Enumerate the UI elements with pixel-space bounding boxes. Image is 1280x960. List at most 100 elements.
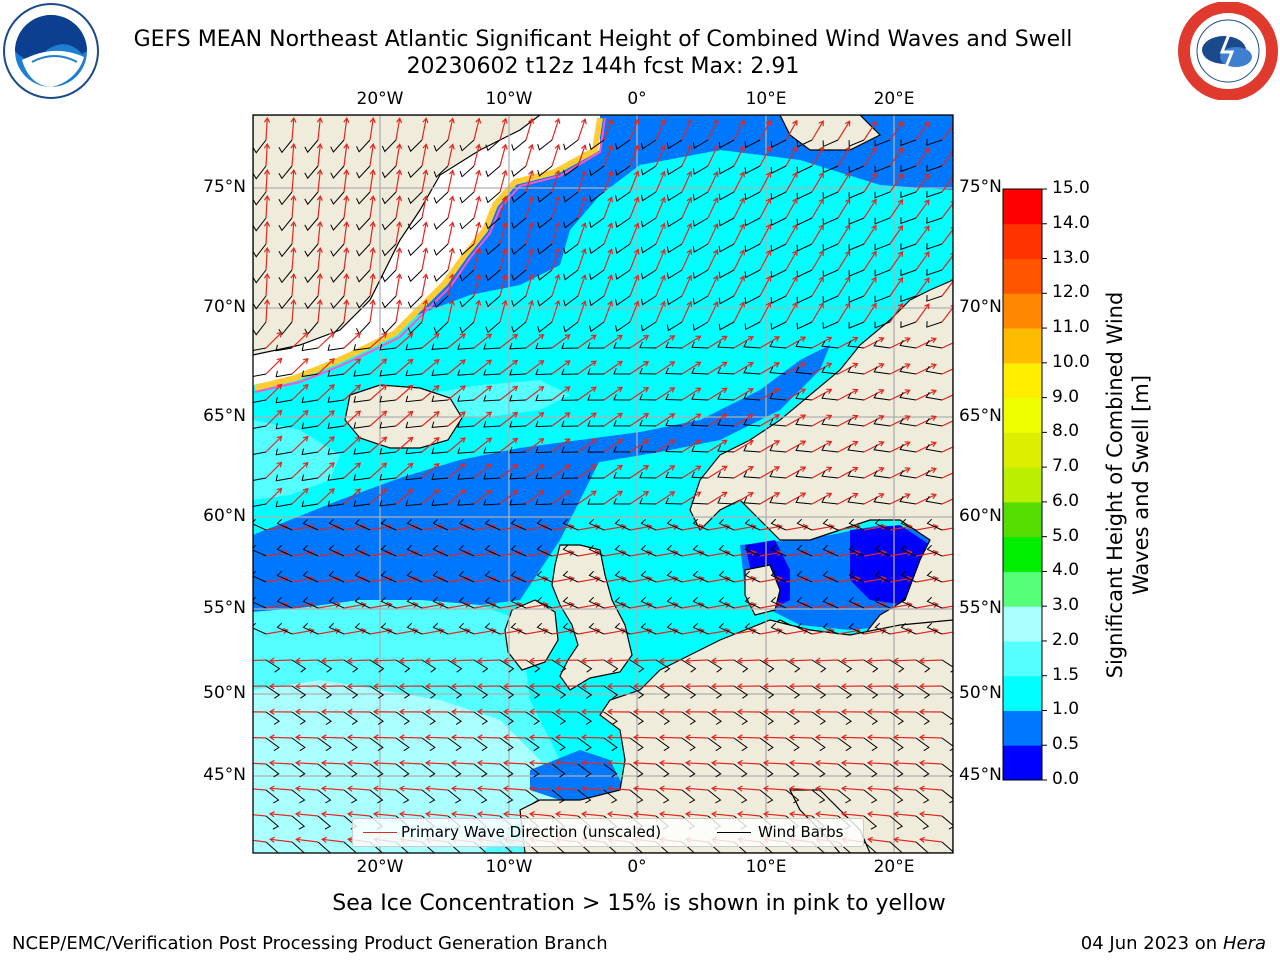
wind-barb [603, 763, 618, 778]
wind-barb [433, 217, 449, 230]
wave-arrow [381, 143, 403, 179]
wave-arrow [509, 386, 545, 402]
wave-arrow [692, 249, 719, 279]
wave-arrow [770, 119, 798, 148]
wave-arrow [398, 708, 436, 725]
wind-barb [900, 243, 917, 251]
wave-arrow [563, 196, 587, 229]
lon-label-top: 0° [627, 89, 647, 109]
wind-barb [278, 217, 293, 232]
wind-barb [535, 368, 553, 376]
wave-arrow [762, 683, 801, 699]
wind-barb [563, 139, 579, 151]
wind-barb [588, 596, 605, 609]
wave-arrow [900, 173, 930, 199]
wave-arrow [561, 464, 597, 479]
wave-arrow [502, 734, 540, 752]
wind-barb [926, 165, 943, 172]
wave-arrow [278, 246, 297, 284]
wave-arrow [509, 438, 545, 454]
colorbar-swatch [1003, 640, 1042, 677]
wave-arrow [450, 683, 489, 699]
wave-arrow [665, 491, 702, 505]
wave-arrow [788, 759, 826, 778]
wind-barb [301, 474, 319, 482]
wind-barb [717, 471, 735, 479]
wave-arrow [632, 708, 670, 725]
wave-arrow [795, 492, 833, 505]
wind-barb [511, 321, 527, 333]
wind-barb [405, 395, 423, 403]
wave-arrow [606, 759, 644, 778]
wind-barb [317, 763, 332, 778]
wave-arrow [587, 490, 623, 505]
wave-arrow [587, 464, 623, 479]
wind-barb [655, 711, 670, 725]
wave-arrow [926, 304, 953, 328]
wind-barb [562, 570, 579, 583]
wave-arrow [502, 759, 540, 778]
wind-barb [681, 685, 697, 699]
wind-barb [510, 518, 527, 531]
wave-arrow [381, 117, 403, 153]
wind-barb [369, 685, 385, 699]
wave-arrow [821, 492, 859, 505]
wave-arrow [278, 298, 297, 336]
wind-barb [483, 343, 501, 350]
wind-barb [483, 369, 501, 376]
wave-arrow [769, 440, 807, 453]
wind-barb [603, 737, 618, 752]
legend-wave-direction: Primary Wave Direction (unscaled) [401, 823, 662, 841]
wind-barb [770, 622, 787, 635]
wind-barb [253, 425, 267, 429]
wave-arrow [717, 414, 754, 427]
wave-arrow [717, 492, 754, 505]
wind-barb [551, 763, 566, 778]
wind-barb [354, 622, 371, 635]
wave-arrow [346, 657, 385, 673]
wind-barb [484, 518, 501, 531]
wind-barb [561, 446, 579, 453]
wave-arrow [639, 465, 676, 479]
wind-barb [353, 448, 371, 455]
lon-label-bottom: 20°W [356, 857, 404, 877]
wind-barb [407, 295, 423, 309]
wave-arrow [275, 357, 309, 378]
colorbar-swatch [1003, 536, 1042, 572]
wave-arrow [866, 785, 904, 804]
wind-barb [614, 518, 631, 531]
colorbar-tick-label: 0.0 [1052, 769, 1080, 789]
wave-arrow [743, 362, 781, 375]
wind-barb [665, 419, 683, 427]
wind-barb [499, 685, 515, 699]
wind-barb [873, 392, 891, 401]
wind-barb [407, 269, 423, 283]
wind-barb [330, 295, 345, 309]
wind-barb [353, 422, 371, 429]
wave-arrow [372, 657, 411, 673]
wind-barb [253, 269, 267, 284]
wave-arrow [381, 169, 403, 205]
wind-barb [421, 685, 437, 699]
wind-barb [432, 544, 449, 557]
wave-arrow [589, 118, 614, 151]
wind-barb [369, 789, 384, 804]
wind-barb [874, 544, 891, 557]
colorbar-tick-label: 11.0 [1052, 317, 1090, 338]
wind-barb [407, 243, 423, 257]
wind-barb [457, 421, 475, 428]
wave-arrow [379, 488, 414, 507]
wind-barb [278, 165, 293, 180]
wind-barb [562, 544, 579, 557]
wind-barb [327, 370, 345, 377]
wind-barb [405, 369, 423, 377]
wave-arrow [814, 734, 852, 752]
wind-barb [743, 341, 761, 349]
wind-barb [433, 321, 449, 334]
wind-barb [863, 789, 878, 804]
wind-barb [485, 139, 501, 152]
wind-barb [785, 737, 800, 752]
wind-barb [718, 295, 735, 305]
wave-arrow [433, 299, 455, 334]
wave-arrow [684, 759, 722, 778]
